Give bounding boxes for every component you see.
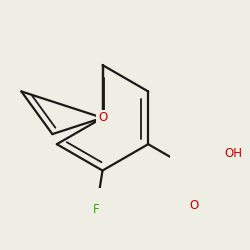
- Text: O: O: [189, 199, 198, 212]
- Text: O: O: [98, 111, 107, 124]
- Text: F: F: [93, 203, 100, 216]
- Text: OH: OH: [224, 146, 242, 160]
